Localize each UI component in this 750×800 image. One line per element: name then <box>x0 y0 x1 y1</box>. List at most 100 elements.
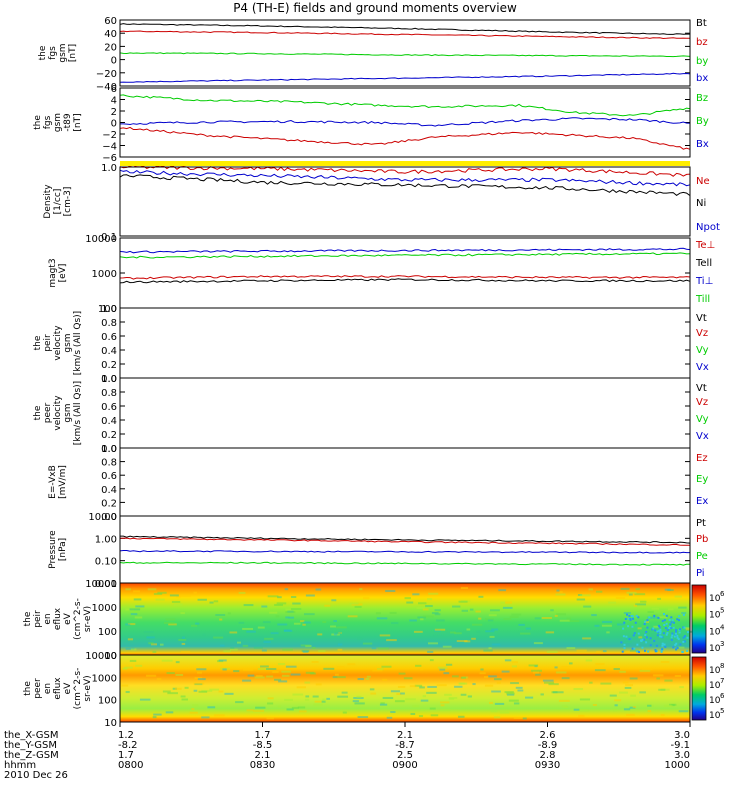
spectrogram-cell <box>626 591 637 594</box>
y-tick-label: 10000 <box>85 234 117 245</box>
spectrogram-cell <box>668 625 671 628</box>
y-tick-label: 1.0 <box>101 374 117 385</box>
panel-1 <box>119 19 691 87</box>
x-axis-row-value: 1.7 <box>118 750 134 761</box>
legend-label: Till <box>695 294 710 305</box>
series-line-by <box>119 52 691 58</box>
spectrogram-cell <box>191 708 195 711</box>
spectrogram-cell <box>357 716 369 719</box>
y-axis-label: [km/s (All Qs)] <box>73 381 83 445</box>
spectrogram-cell <box>554 614 558 617</box>
spectrogram-cell <box>180 650 191 653</box>
spectrogram-cell <box>127 623 136 626</box>
spectrogram-cell <box>679 686 684 689</box>
spectrogram-cell <box>322 698 326 701</box>
y-axis-label: the <box>33 335 43 350</box>
spectrogram-cell <box>528 664 539 667</box>
spectrogram-cell <box>347 615 358 618</box>
spectrogram-cell <box>406 601 414 604</box>
spectrogram-cell <box>439 668 446 671</box>
spectrogram-cell <box>630 614 633 617</box>
spectrogram-cell <box>660 635 663 638</box>
spectrogram-cell <box>242 627 254 630</box>
spectrogram-cell <box>369 688 375 691</box>
spectrogram-cell <box>318 650 326 653</box>
spectrogram-cell <box>671 619 674 622</box>
panel-4 <box>119 237 691 309</box>
spectrogram-cell <box>261 649 267 652</box>
spectrogram-cell <box>483 676 489 679</box>
spectrogram-cell <box>502 606 513 609</box>
spectrogram-cell <box>372 669 383 672</box>
spectrogram-cell <box>151 643 158 646</box>
spectrogram-cell <box>433 634 444 637</box>
spectrogram-cell <box>312 646 316 649</box>
colorbar-tick-exponent: 5 <box>720 607 724 615</box>
y-tick-label: 0.4 <box>101 416 117 427</box>
y-tick-label: 6 <box>111 84 117 95</box>
spectrogram-cell <box>201 716 210 719</box>
spectrogram-cell <box>172 687 177 690</box>
y-axis-label: gsm <box>53 113 63 132</box>
colorbar-tick-label: 10 <box>709 594 721 604</box>
spectrogram-cell <box>666 629 669 632</box>
y-tick-label: 10 <box>104 651 117 662</box>
spectrogram-cell <box>409 619 417 622</box>
spectrogram-cell <box>193 682 205 685</box>
y-tick-label: 1.0 <box>101 304 117 315</box>
spectrogram-cell <box>556 613 566 616</box>
spectrogram-cell <box>619 670 626 673</box>
y-axis-label: gsm <box>63 333 73 352</box>
spectrogram-cell <box>302 650 309 653</box>
spectrogram-cell <box>363 597 370 600</box>
spectrogram-cell <box>175 595 182 598</box>
spectrogram-cell <box>267 702 274 705</box>
spectrogram-cell <box>181 636 186 639</box>
spectrogram-cell <box>548 683 559 686</box>
y-axis-label: peer <box>43 402 53 423</box>
spectrogram-cell <box>357 637 363 640</box>
spectrogram-cell <box>277 663 286 666</box>
spectrogram-cell <box>460 693 467 696</box>
spectrogram-cell <box>125 588 131 591</box>
spectrogram-cell <box>417 616 426 619</box>
spectrogram-cell <box>664 627 667 630</box>
spectrogram-cell <box>385 589 396 592</box>
y-axis-label: magt3 <box>48 258 58 287</box>
y-axis-label: the <box>38 45 48 60</box>
spectrogram-cell <box>636 650 639 653</box>
spectrogram-cell <box>456 640 468 643</box>
spectrogram-cell <box>585 659 593 662</box>
spectrogram-cell <box>670 616 673 619</box>
spectrogram-cell <box>644 620 650 623</box>
spectrogram-cell <box>191 624 198 627</box>
spectrogram-cell <box>608 601 617 604</box>
spectrogram-cell <box>332 676 338 679</box>
spectrogram-cell <box>354 702 365 705</box>
spectrogram-cell <box>242 679 252 682</box>
spectrogram-cell <box>165 711 174 714</box>
spectrogram-cell <box>420 618 424 621</box>
spectrogram-cell <box>602 620 613 623</box>
x-axis-row-value: 1.2 <box>118 730 134 741</box>
spectrogram-cell <box>531 669 542 672</box>
spectrogram-cell <box>452 675 459 678</box>
y-axis-label: [km/s (All Qs)] <box>73 311 83 375</box>
spectrogram-cell <box>635 588 640 591</box>
spectrogram-cell <box>195 622 200 625</box>
spectrogram-cell <box>422 615 434 618</box>
series-line-pb <box>119 537 690 546</box>
spectrogram-cell <box>645 636 648 639</box>
spectrogram-cell <box>654 629 657 632</box>
x-axis-row-value: -9.1 <box>670 740 690 751</box>
spectrogram-cell <box>625 683 634 686</box>
spectrogram-cell <box>647 710 652 713</box>
spectrogram-cell <box>156 678 162 681</box>
spectrogram-cell <box>276 602 287 605</box>
spectrogram-cell <box>504 691 514 694</box>
spectrogram-cell <box>559 591 563 594</box>
y-tick-label: 0.4 <box>101 485 117 496</box>
spectrogram-cell <box>634 621 637 624</box>
spectrogram-cell <box>678 606 687 609</box>
spectrogram-cell <box>649 644 652 647</box>
